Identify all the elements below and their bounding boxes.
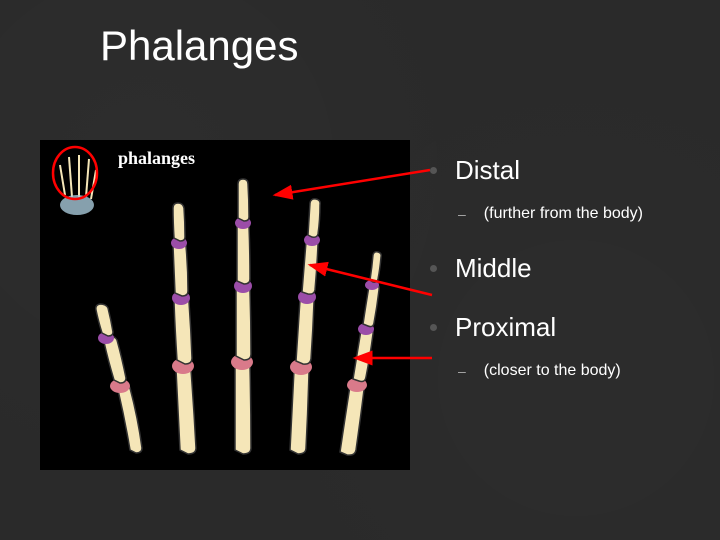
dash-icon: – [458,206,466,222]
bullet-list: Distal – (further from the body) Middle … [430,155,700,410]
sub-label: (further from the body) [484,204,643,225]
bullet-marker-icon [430,167,437,174]
bullet-marker-icon [430,324,437,331]
index-finger [171,203,196,454]
bullet-label: Middle [455,253,532,284]
hand-svg [40,140,410,470]
bullet-proximal: Proximal [430,312,700,343]
sub-proximal: – (closer to the body) [458,361,700,382]
bullet-middle: Middle [430,253,700,284]
sub-label: (closer to the body) [484,361,621,382]
pinky-finger [340,252,381,455]
middle-finger [231,179,253,454]
bullet-label: Proximal [455,312,556,343]
dash-icon: – [458,363,466,379]
sub-distal: – (further from the body) [458,204,700,225]
page-title: Phalanges [100,22,299,70]
bullet-label: Distal [455,155,520,186]
ring-finger [290,199,320,454]
bullet-marker-icon [430,265,437,272]
thumb-finger [96,304,142,453]
bullet-distal: Distal [430,155,700,186]
phalanges-diagram: phalanges [40,140,410,470]
